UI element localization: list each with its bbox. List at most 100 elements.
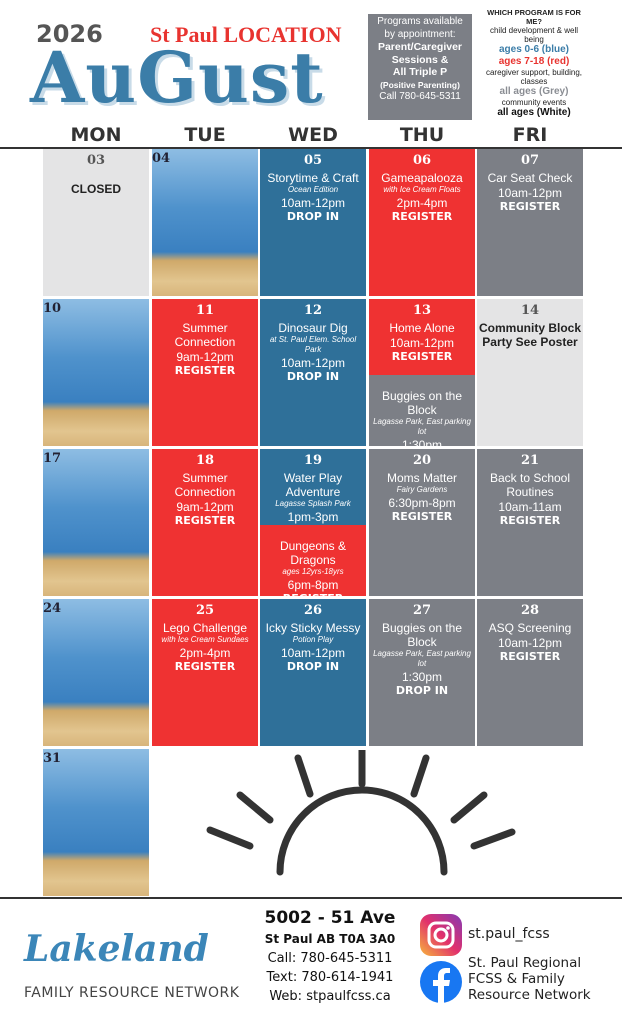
day-cell: 17 [43, 449, 149, 596]
day-cell: 11 Summer Connection 9am-12pm REGISTER [152, 299, 258, 446]
event-block: 27 Buggies on the Block Lagasse Park, East… [369, 599, 475, 746]
event-title: Dungeons & Dragons [279, 539, 347, 567]
day-cell: 13 Home Alone 10am-12pm REGISTER Buggies on … [369, 299, 475, 446]
legend-title: WHICH PROGRAM IS FOR ME? [487, 8, 581, 26]
day-number: 18 [195, 453, 215, 468]
legend-label: ages 7-18 (red) [498, 56, 570, 67]
event-block: 05 Storytime & Craft Ocean Edition 10am-12p… [260, 149, 366, 296]
rule [0, 897, 622, 899]
month: AuGust [30, 36, 324, 119]
event-time: 10am-11am [498, 500, 562, 514]
event-note: Potion Play [292, 635, 334, 644]
event-title: Home Alone [389, 321, 455, 335]
event-title: Car Seat Check [487, 171, 573, 185]
event-note: ages 12yrs-18yrs [282, 567, 344, 576]
text-line: Text: 780-614-1941 [266, 970, 394, 985]
day-cell: 20 Moms Matter Fairy Gardens 6:30pm-8pm REGI… [369, 449, 475, 596]
weekday: MON [70, 124, 122, 146]
day-number: 11 [195, 303, 215, 318]
event-time: 2pm-4pm [179, 646, 231, 660]
day-number: 12 [303, 303, 323, 318]
day-cell: 14 Community Block Party See Poster [477, 299, 583, 446]
event-action: REGISTER [174, 660, 236, 673]
appt-line: Parent/Caregiver Sessions & [377, 41, 463, 66]
event-time: 1pm-3pm [287, 510, 339, 524]
day-cell: 28 ASQ Screening 10am-12pm REGISTER [477, 599, 583, 746]
day-cell: 21 Back to School Routines 10am-11am REGIST… [477, 449, 583, 596]
facebook-name: St. Paul Regional FCSS & Family Resource… [468, 955, 591, 1003]
event-time: 10am-12pm [280, 356, 346, 370]
social-icons [420, 914, 462, 1003]
day-cell: 03 CLOSED [43, 149, 149, 296]
location: St Paul LOCATION [150, 22, 342, 47]
day-cell: 19 Water Play Adventure Lagasse Splash Par… [260, 449, 366, 596]
event-time: 2pm-4pm [396, 196, 448, 210]
event-action: DROP IN [395, 684, 449, 697]
event-block: 13 Home Alone 10am-12pm REGISTER [369, 299, 475, 375]
address: 5002 - 51 Ave St Paul AB T0A 3A0 Call: 7… [262, 906, 398, 1006]
event-action: DROP IN [286, 210, 340, 223]
appointment-box: Programs available by appointment: Paren… [368, 14, 472, 120]
event-block: 28 ASQ Screening 10am-12pm REGISTER [477, 599, 583, 746]
event-action: REGISTER [262, 592, 364, 596]
event-time: 9am-12pm [176, 350, 234, 364]
day-number: 26 [303, 603, 323, 618]
street: 5002 - 51 Ave [264, 908, 396, 928]
legend: WHICH PROGRAM IS FOR ME? child developme… [484, 8, 584, 119]
event-time: 1:30pm [401, 670, 443, 684]
weekday: THU [399, 124, 445, 146]
day-cell: 26 Icky Sticky Messy Potion Play 10am-12pm D… [260, 599, 366, 746]
day-cell: 31 [43, 749, 149, 896]
event-action: DROP IN [286, 370, 340, 383]
event-action: REGISTER [174, 364, 236, 377]
event-title: Water Play Adventure [283, 471, 343, 499]
city: St Paul AB T0A 3A0 [264, 932, 396, 946]
event-block: 18 Summer Connection 9am-12pm REGISTER [152, 449, 258, 596]
rule [0, 147, 622, 149]
appt-line: (Positive Parenting) [380, 79, 460, 90]
day-number: 20 [412, 453, 432, 468]
event-note: Lagasse Park, East parking lot [373, 417, 471, 436]
legend-note: child development & well being [489, 26, 579, 44]
appt-line: Call 780-645-5311 [379, 91, 461, 102]
day-cell: 04 [152, 149, 258, 296]
day-number: 13 [412, 303, 432, 318]
day-number: 21 [520, 453, 540, 468]
web: Web: stpaulfcss.ca [269, 989, 391, 1004]
legend-note: community events [501, 98, 567, 107]
event-action: DROP IN [286, 660, 340, 673]
instagram-icon [420, 914, 462, 956]
day-number: 25 [195, 603, 215, 618]
event-block: 12 Dinosaur Dig at St. Paul Elem. School P… [260, 299, 366, 446]
brand-name: Lakeland [24, 928, 209, 970]
event-note: at St. Paul Elem. School Park [269, 335, 357, 354]
legend-label: all ages (Grey) [499, 86, 569, 97]
event-title: Buggies on the Block [381, 389, 463, 417]
sun-drawing [206, 750, 516, 876]
event-time: 1:30pm [401, 438, 443, 446]
event-block: 20 Moms Matter Fairy Gardens 6:30pm-8pm REGI… [369, 449, 475, 596]
instagram-handle: st.paul_fcss [468, 926, 550, 942]
event-title: ASQ Screening [488, 621, 572, 635]
year: 2026 [36, 20, 103, 48]
brand-tagline: FAMILY RESOURCE NETWORK [24, 985, 240, 1001]
event-time: 6pm-8pm [287, 578, 339, 592]
event-time: 6:30pm-8pm [388, 496, 456, 510]
event-note: with Ice Cream Floats [383, 185, 461, 194]
event-note: Lagasse Splash Park [275, 499, 351, 508]
event-block: 19 Water Play Adventure Lagasse Splash Par… [260, 449, 366, 525]
event-note: Fairy Gardens [396, 485, 448, 494]
day-cell: 05 Storytime & Craft Ocean Edition 10am-12p… [260, 149, 366, 296]
event-title: Summer Connection [174, 321, 236, 349]
event-block: Buggies on the Block Lagasse Park, East p… [369, 375, 475, 446]
event-block: 07 Car Seat Check 10am-12pm REGISTER [477, 149, 583, 296]
event-block: 11 Summer Connection 9am-12pm REGISTER [152, 299, 258, 446]
event-time: 10am-12pm [497, 186, 563, 200]
day-cell: 06 Gameapalooza with Ice Cream Floats 2pm-4… [369, 149, 475, 296]
event-note: with Ice Cream Sundaes [161, 635, 249, 644]
legend-label: ages 0-6 (blue) [498, 44, 570, 55]
day-cell: 12 Dinosaur Dig at St. Paul Elem. School P… [260, 299, 366, 446]
event-block: 14 Community Block Party See Poster [477, 299, 583, 446]
phone: Call: 780-645-5311 [267, 951, 393, 966]
